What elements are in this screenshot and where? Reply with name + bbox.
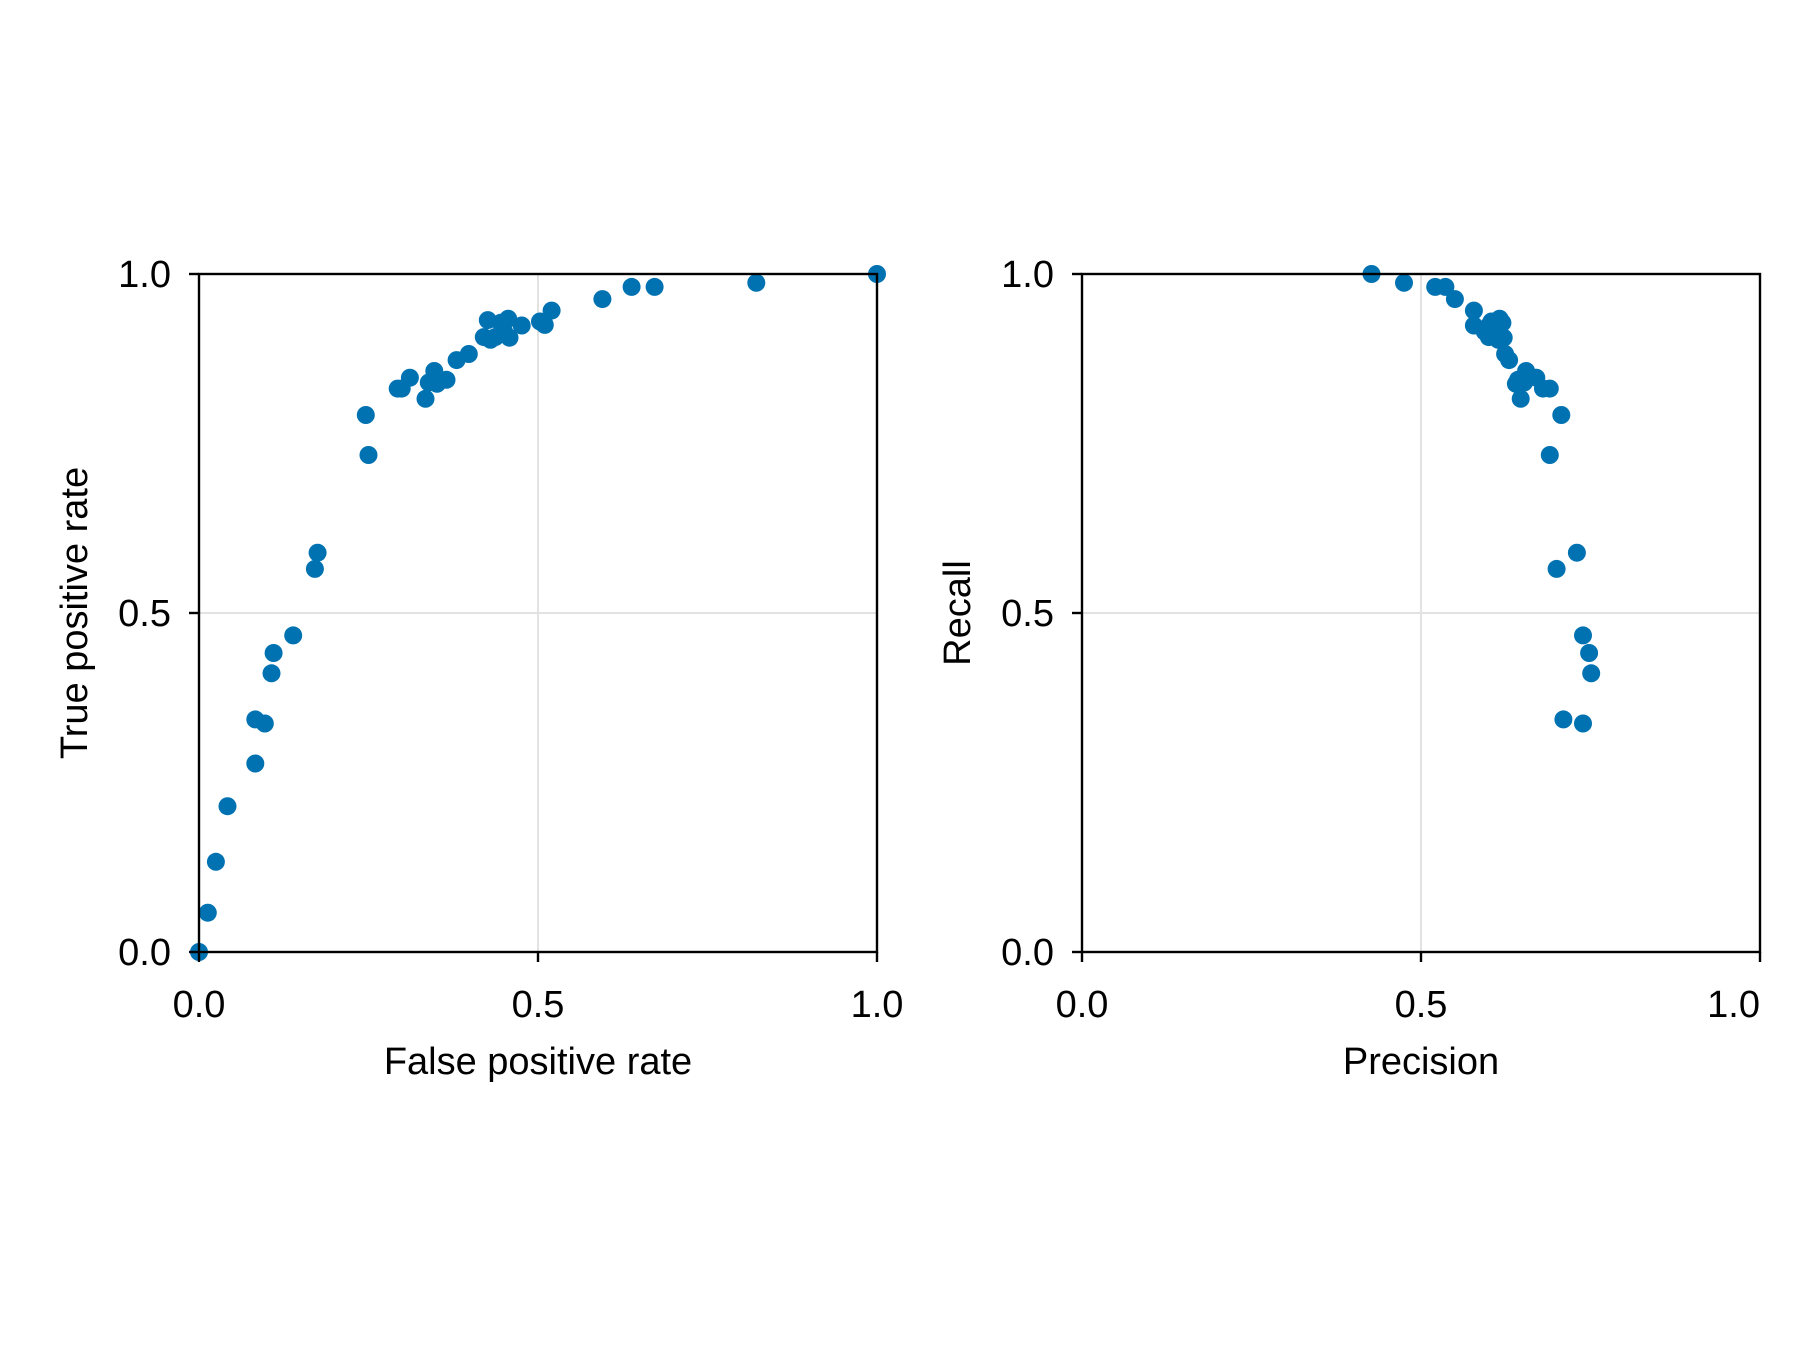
- roc-point: [198, 903, 217, 922]
- roc-point: [206, 852, 225, 871]
- roc-point: [356, 406, 375, 424]
- pr-point: [1445, 290, 1464, 309]
- roc-point: [264, 644, 283, 662]
- pr-y-tick-label: 0.0: [1001, 932, 1054, 974]
- roc-point: [359, 446, 378, 464]
- pr-panel: 0.0 0.5 1.0 0.0 0.5 1.0 Precision Recall: [937, 254, 1762, 1083]
- roc-panel: 0.0 0.5 1.0 0.0 0.5 1.0 False positive r…: [54, 254, 903, 1083]
- pr-x-tick-label: 0.5: [1395, 984, 1448, 1026]
- roc-point: [459, 345, 478, 363]
- pr-point: [1511, 389, 1530, 408]
- roc-point: [622, 277, 641, 296]
- pr-point: [1493, 313, 1512, 332]
- roc-point: [305, 559, 324, 578]
- roc-point: [542, 301, 561, 320]
- pr-point: [1464, 301, 1483, 320]
- pr-x-tick-label: 1.0: [1707, 984, 1760, 1026]
- pr-point: [1540, 446, 1559, 464]
- roc-point: [308, 543, 327, 562]
- roc-y-axis-title: True positive rate: [54, 467, 96, 759]
- roc-point: [535, 315, 554, 334]
- roc-y-tick-label: 1.0: [118, 254, 171, 296]
- roc-point: [218, 797, 237, 816]
- roc-y-tick-label: 0.5: [118, 593, 171, 635]
- roc-point: [500, 328, 519, 347]
- pr-point: [1547, 559, 1566, 578]
- roc-point: [400, 368, 419, 387]
- roc-point: [499, 309, 518, 328]
- roc-x-tick-label: 0.5: [512, 984, 565, 1026]
- pr-point: [1552, 406, 1571, 424]
- pr-point: [1554, 710, 1573, 729]
- roc-point: [593, 290, 612, 309]
- roc-point: [246, 754, 265, 773]
- roc-x-tick-label: 1.0: [851, 984, 904, 1026]
- roc-y-tick-label: 0.0: [118, 932, 171, 974]
- pr-point: [1574, 626, 1592, 645]
- roc-point: [437, 370, 456, 389]
- pr-point: [1567, 543, 1586, 562]
- roc-x-tick-label: 0.0: [173, 984, 226, 1026]
- roc-point: [262, 664, 281, 683]
- pr-y-axis-title: Recall: [937, 560, 979, 666]
- roc-point: [416, 389, 435, 408]
- roc-point: [284, 626, 303, 645]
- roc-point: [645, 277, 664, 296]
- pr-x-axis-title: Precision: [1343, 1041, 1499, 1083]
- pr-point: [1580, 644, 1599, 662]
- roc-point: [512, 316, 531, 335]
- pr-y-tick-label: 0.5: [1001, 593, 1054, 635]
- pr-x-tick-label: 0.0: [1056, 984, 1109, 1026]
- roc-x-axis-title: False positive rate: [384, 1041, 692, 1083]
- pr-point: [1540, 379, 1559, 398]
- roc-point: [255, 714, 274, 733]
- pr-point: [1582, 664, 1601, 683]
- pr-point: [1494, 328, 1513, 347]
- pr-point: [1574, 714, 1592, 733]
- pr-point: [1395, 273, 1413, 292]
- pr-points: [1362, 265, 1601, 733]
- pr-point: [1500, 351, 1519, 370]
- roc-point: [747, 273, 766, 292]
- pr-point: [1436, 277, 1455, 296]
- pr-y-tick-label: 1.0: [1001, 254, 1054, 296]
